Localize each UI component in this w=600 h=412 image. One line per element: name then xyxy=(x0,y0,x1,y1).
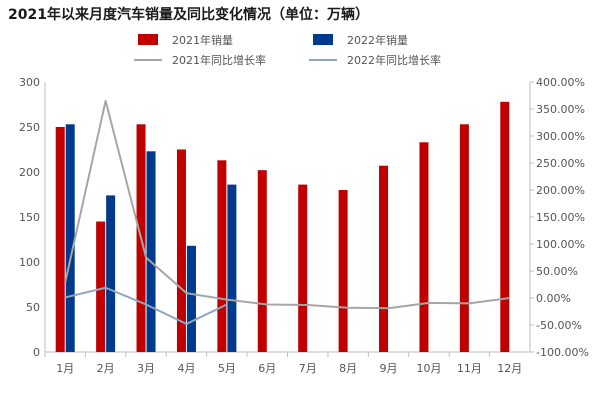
bars xyxy=(55,101,510,352)
y-tick-label: 0 xyxy=(33,346,40,359)
bar xyxy=(459,124,469,352)
bar xyxy=(257,170,267,352)
y2-tick-label: 150.00% xyxy=(536,211,585,224)
bar xyxy=(419,142,429,352)
legend-label: 2022年销量 xyxy=(347,33,408,47)
series-line xyxy=(64,286,228,325)
y-tick-label: 50 xyxy=(26,301,40,314)
x-tick-label: 1月 xyxy=(56,362,74,375)
y2-tick-label: 50.00% xyxy=(536,265,578,278)
y-tick-label: 200 xyxy=(19,166,40,179)
y2-tick-label: 100.00% xyxy=(536,238,585,251)
x-tick-label: 7月 xyxy=(299,362,317,375)
x-tick-label: 10月 xyxy=(416,362,441,375)
x-tick-label: 12月 xyxy=(497,362,522,375)
y-tick-label: 100 xyxy=(19,256,40,269)
x-tick-label: 4月 xyxy=(177,362,195,375)
y2-tick-label: 300.00% xyxy=(536,130,585,143)
legend-swatch xyxy=(138,34,158,45)
legend-label: 2021年销量 xyxy=(172,33,233,47)
x-tick-label: 6月 xyxy=(258,362,276,375)
bar xyxy=(217,160,227,352)
lines xyxy=(64,99,510,325)
bar xyxy=(227,184,237,352)
legend-label: 2022年同比增长率 xyxy=(347,53,441,67)
bar xyxy=(186,245,196,352)
legend-swatch xyxy=(313,34,333,45)
y2-tick-label: 0.00% xyxy=(536,292,571,305)
bar xyxy=(500,101,510,352)
bar xyxy=(176,149,186,352)
legend: 2021年销量 2022年销量 2021年同比增长率 2022年同比增长率 xyxy=(134,33,441,67)
legend-label: 2021年同比增长率 xyxy=(172,53,266,67)
y2-tick-label: 350.00% xyxy=(536,103,585,116)
y2-tick-label: 200.00% xyxy=(536,184,585,197)
x-tick-label: 8月 xyxy=(339,362,357,375)
y-tick-label: 300 xyxy=(19,76,40,89)
y-tick-label: 250 xyxy=(19,121,40,134)
bar xyxy=(106,195,116,352)
axes: 0 50 100 150 200 250 300 -100.00% -50.00% 0.00% 50… xyxy=(19,76,589,375)
y2-tick-label: 250.00% xyxy=(536,157,585,170)
x-tick-label: 2月 xyxy=(97,362,115,375)
bar xyxy=(379,165,389,352)
y2-tick-label: -100.00% xyxy=(536,346,589,359)
bar xyxy=(65,124,75,352)
y2-tick-label: 400.00% xyxy=(536,76,585,89)
bar xyxy=(55,127,65,352)
bar xyxy=(298,184,308,352)
chart-title: 2021年以来月度汽车销量及同比变化情况（单位：万辆） xyxy=(8,7,369,23)
bar xyxy=(338,190,348,352)
bar xyxy=(96,221,106,352)
x-tick-label: 3月 xyxy=(137,362,155,375)
x-tick-label: 9月 xyxy=(380,362,398,375)
x-tick-label: 11月 xyxy=(457,362,482,375)
bar xyxy=(146,151,156,352)
x-tick-label: 5月 xyxy=(218,362,236,375)
series-line xyxy=(64,99,510,310)
y2-tick-label: -50.00% xyxy=(536,319,582,332)
y-tick-label: 150 xyxy=(19,211,40,224)
